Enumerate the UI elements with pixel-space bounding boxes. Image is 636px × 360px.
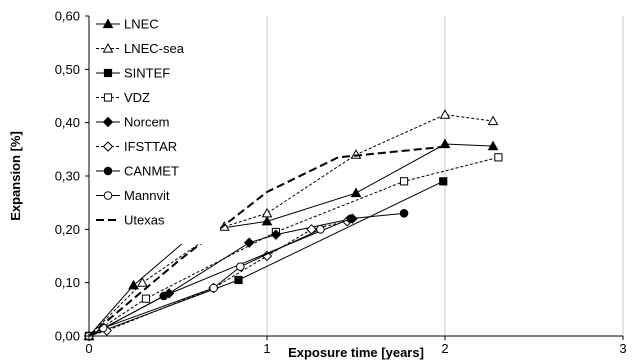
data-point-lnec — [261, 215, 273, 226]
data-point-lnec-sea — [487, 115, 499, 126]
legend-marker-norcem — [102, 116, 114, 128]
y-tick-label: 0,30 — [55, 169, 80, 184]
data-point-mannvit — [209, 283, 218, 293]
series-line-canmet — [88, 212, 405, 337]
data-point-norcem — [270, 229, 282, 240]
data-point-lnec-sea — [261, 207, 273, 218]
legend-label-norcem: Norcem — [124, 115, 170, 130]
legend-marker-sintef — [103, 68, 113, 78]
data-point-mannvit — [316, 225, 325, 234]
x-tick-label: 0 — [85, 341, 92, 356]
legend-label-vdz: VDZ — [124, 90, 150, 105]
legend-marker-mannvit — [103, 191, 113, 200]
data-point-lnec — [128, 279, 139, 290]
data-point-vdz — [494, 153, 503, 162]
y-axis-title: Expansion [%] — [8, 131, 23, 221]
data-point-lnec — [487, 140, 499, 151]
data-point-vdz — [141, 294, 151, 303]
legend-marker-canmet — [103, 166, 113, 176]
legend-label-canmet: CANMET — [124, 164, 179, 179]
y-tick-label: 0,40 — [55, 115, 80, 130]
x-tick-label: 1 — [263, 341, 270, 356]
data-point-canmet — [159, 291, 169, 301]
x-tick-label: 2 — [441, 341, 448, 356]
data-point-lnec-sea — [137, 277, 148, 287]
y-tick-label: 0,60 — [55, 9, 80, 24]
data-point-mannvit — [236, 262, 245, 271]
y-tick-label: 0,50 — [55, 62, 80, 77]
series-line-utexas — [88, 145, 446, 337]
legend-label-sintef: SINTEF — [124, 66, 170, 81]
data-point-lnec-sea — [439, 109, 451, 119]
data-point-sintef — [439, 177, 448, 186]
legend-marker-ifsttar — [102, 141, 114, 152]
y-tick-label: 0,20 — [55, 222, 80, 237]
y-tick-label: 0,00 — [55, 329, 80, 344]
legend-marker-lnec — [102, 18, 114, 29]
y-tick-label: 0,10 — [55, 275, 80, 290]
legend-marker-lnec-sea — [102, 42, 114, 53]
legend-label-lnec: LNEC — [124, 17, 159, 32]
tick-labels: 0,00 0,10 0,20 0,30 0,40 0,50 0,60 0 1 2 3 — [55, 9, 627, 357]
data-point-sintef — [234, 275, 243, 285]
legend: LNEC LNEC-sea SINTEF VDZ Norcem IFSTTAR CANMET… — [90, 14, 220, 244]
x-axis-title: Exposure time [years] — [288, 345, 424, 360]
data-point-canmet — [399, 209, 409, 218]
gridlines — [266, 16, 624, 336]
x-tick-label: 3 — [619, 341, 626, 356]
data-point-vdz — [399, 177, 409, 186]
legend-label-ifsttar: IFSTTAR — [124, 139, 177, 154]
series-line-vdz — [88, 156, 499, 337]
data-point-lnec — [350, 187, 362, 198]
data-point-norcem — [243, 237, 255, 248]
axes — [85, 15, 624, 340]
legend-marker-vdz — [103, 93, 113, 102]
legend-label-mannvit: Mannvit — [124, 188, 170, 203]
legend-label-utexas: Utexas — [124, 213, 165, 228]
legend-label-lnec-sea: LNEC-sea — [124, 41, 185, 56]
data-point-canmet — [346, 214, 355, 223]
